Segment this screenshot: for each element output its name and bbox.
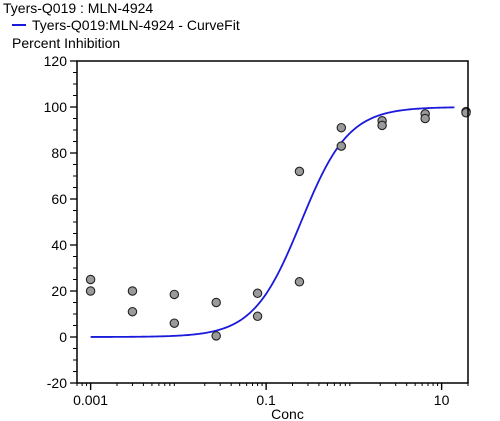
data-point <box>336 141 347 151</box>
data-point <box>211 297 221 308</box>
y-tick-label: 80 <box>51 145 67 161</box>
data-point <box>336 122 347 133</box>
chart-title: Tyers-Q019 : MLN-4924 <box>3 0 154 16</box>
data-point <box>127 286 138 296</box>
data-point <box>461 108 471 118</box>
y-tick-label: 60 <box>51 191 67 207</box>
data-point <box>85 286 96 296</box>
data-point <box>169 289 180 300</box>
x-tick-label: 0.1 <box>256 392 276 408</box>
data-point <box>127 306 138 317</box>
y-tick-label: 100 <box>44 99 68 115</box>
y-tick-label: 40 <box>51 237 67 253</box>
data-point <box>294 277 305 287</box>
data-point <box>252 311 263 322</box>
points-layer <box>85 106 471 341</box>
legend-label: Tyers-Q019:MLN-4924 - CurveFit <box>32 17 240 33</box>
y-tick-label: 20 <box>51 283 67 299</box>
y-tick-label: 0 <box>59 329 67 345</box>
data-point <box>377 120 387 131</box>
x-tick-label: 0.001 <box>73 392 108 408</box>
y-tick-label: -20 <box>47 375 67 391</box>
data-point <box>252 288 263 299</box>
legend: Tyers-Q019:MLN-4924 - CurveFit <box>12 17 240 33</box>
data-point <box>294 166 305 177</box>
x-tick-label: 10 <box>434 392 450 408</box>
y-axis-title: Percent Inhibition <box>12 35 121 51</box>
curve-layer <box>90 106 455 338</box>
data-point <box>211 331 221 341</box>
plot-frame <box>76 60 469 384</box>
ticks-layer: -20 0 20 40 60 80 100 120 0.001 0.1 10 <box>44 53 469 408</box>
data-point <box>169 318 180 328</box>
data-point <box>420 113 430 124</box>
data-point <box>85 274 96 285</box>
fit-curve-line <box>90 106 455 338</box>
x-axis-title: Conc <box>271 406 304 421</box>
legend-line-swatch <box>12 24 26 26</box>
y-tick-label: 120 <box>44 53 68 69</box>
